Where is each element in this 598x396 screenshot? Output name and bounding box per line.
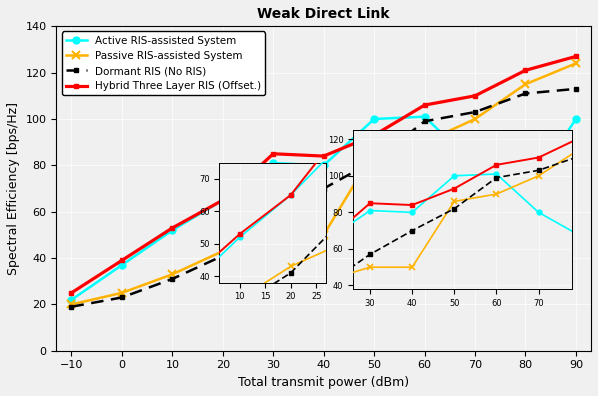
Passive RIS-assisted System <box>522 82 529 87</box>
Hybrid Three Layer RIS (Offset.) <box>270 151 277 156</box>
Active RIS-assisted System <box>320 163 327 168</box>
Dormant RIS (No RIS) <box>68 305 75 309</box>
Passive RIS-assisted System <box>421 140 428 145</box>
Hybrid Three Layer RIS (Offset.) <box>118 258 126 263</box>
Passive RIS-assisted System <box>471 116 478 121</box>
Active RIS-assisted System <box>371 116 378 121</box>
Active RIS-assisted System <box>118 263 126 267</box>
Dormant RIS (No RIS) <box>572 86 579 91</box>
Hybrid Three Layer RIS (Offset.) <box>68 290 75 295</box>
Dormant RIS (No RIS) <box>219 253 227 258</box>
Active RIS-assisted System <box>421 114 428 119</box>
Hybrid Three Layer RIS (Offset.) <box>471 93 478 98</box>
Line: Hybrid Three Layer RIS (Offset.): Hybrid Three Layer RIS (Offset.) <box>69 54 578 295</box>
Active RIS-assisted System <box>270 161 277 166</box>
Active RIS-assisted System <box>522 193 529 198</box>
Hybrid Three Layer RIS (Offset.) <box>572 54 579 59</box>
Hybrid Three Layer RIS (Offset.) <box>320 154 327 158</box>
Passive RIS-assisted System <box>219 249 227 253</box>
Passive RIS-assisted System <box>572 61 579 66</box>
Dormant RIS (No RIS) <box>118 295 126 300</box>
Hybrid Three Layer RIS (Offset.) <box>169 226 176 230</box>
Passive RIS-assisted System <box>68 302 75 307</box>
Dormant RIS (No RIS) <box>169 276 176 281</box>
Legend: Active RIS-assisted System, Passive RIS-assisted System, Dormant RIS (No RIS), H: Active RIS-assisted System, Passive RIS-… <box>62 32 265 95</box>
Passive RIS-assisted System <box>320 232 327 237</box>
Line: Passive RIS-assisted System: Passive RIS-assisted System <box>68 59 580 308</box>
Hybrid Three Layer RIS (Offset.) <box>421 103 428 107</box>
Line: Dormant RIS (No RIS): Dormant RIS (No RIS) <box>69 86 578 309</box>
Dormant RIS (No RIS) <box>471 110 478 114</box>
Y-axis label: Spectral Efficiency [bps/Hz]: Spectral Efficiency [bps/Hz] <box>7 102 20 275</box>
Active RIS-assisted System <box>572 116 579 121</box>
Active RIS-assisted System <box>219 198 227 202</box>
Line: Active RIS-assisted System: Active RIS-assisted System <box>68 113 579 303</box>
Dormant RIS (No RIS) <box>421 119 428 124</box>
Title: Weak Direct Link: Weak Direct Link <box>258 7 390 21</box>
Dormant RIS (No RIS) <box>371 158 378 163</box>
Dormant RIS (No RIS) <box>522 91 529 96</box>
Passive RIS-assisted System <box>118 290 126 295</box>
Hybrid Three Layer RIS (Offset.) <box>522 68 529 73</box>
Hybrid Three Layer RIS (Offset.) <box>371 133 378 137</box>
Passive RIS-assisted System <box>169 272 176 277</box>
Dormant RIS (No RIS) <box>320 186 327 191</box>
Passive RIS-assisted System <box>270 232 277 237</box>
X-axis label: Total transmit power (dBm): Total transmit power (dBm) <box>238 376 409 389</box>
Hybrid Three Layer RIS (Offset.) <box>219 198 227 202</box>
Passive RIS-assisted System <box>371 149 378 154</box>
Active RIS-assisted System <box>471 163 478 168</box>
Active RIS-assisted System <box>68 297 75 302</box>
Active RIS-assisted System <box>169 228 176 232</box>
Dormant RIS (No RIS) <box>270 216 277 221</box>
